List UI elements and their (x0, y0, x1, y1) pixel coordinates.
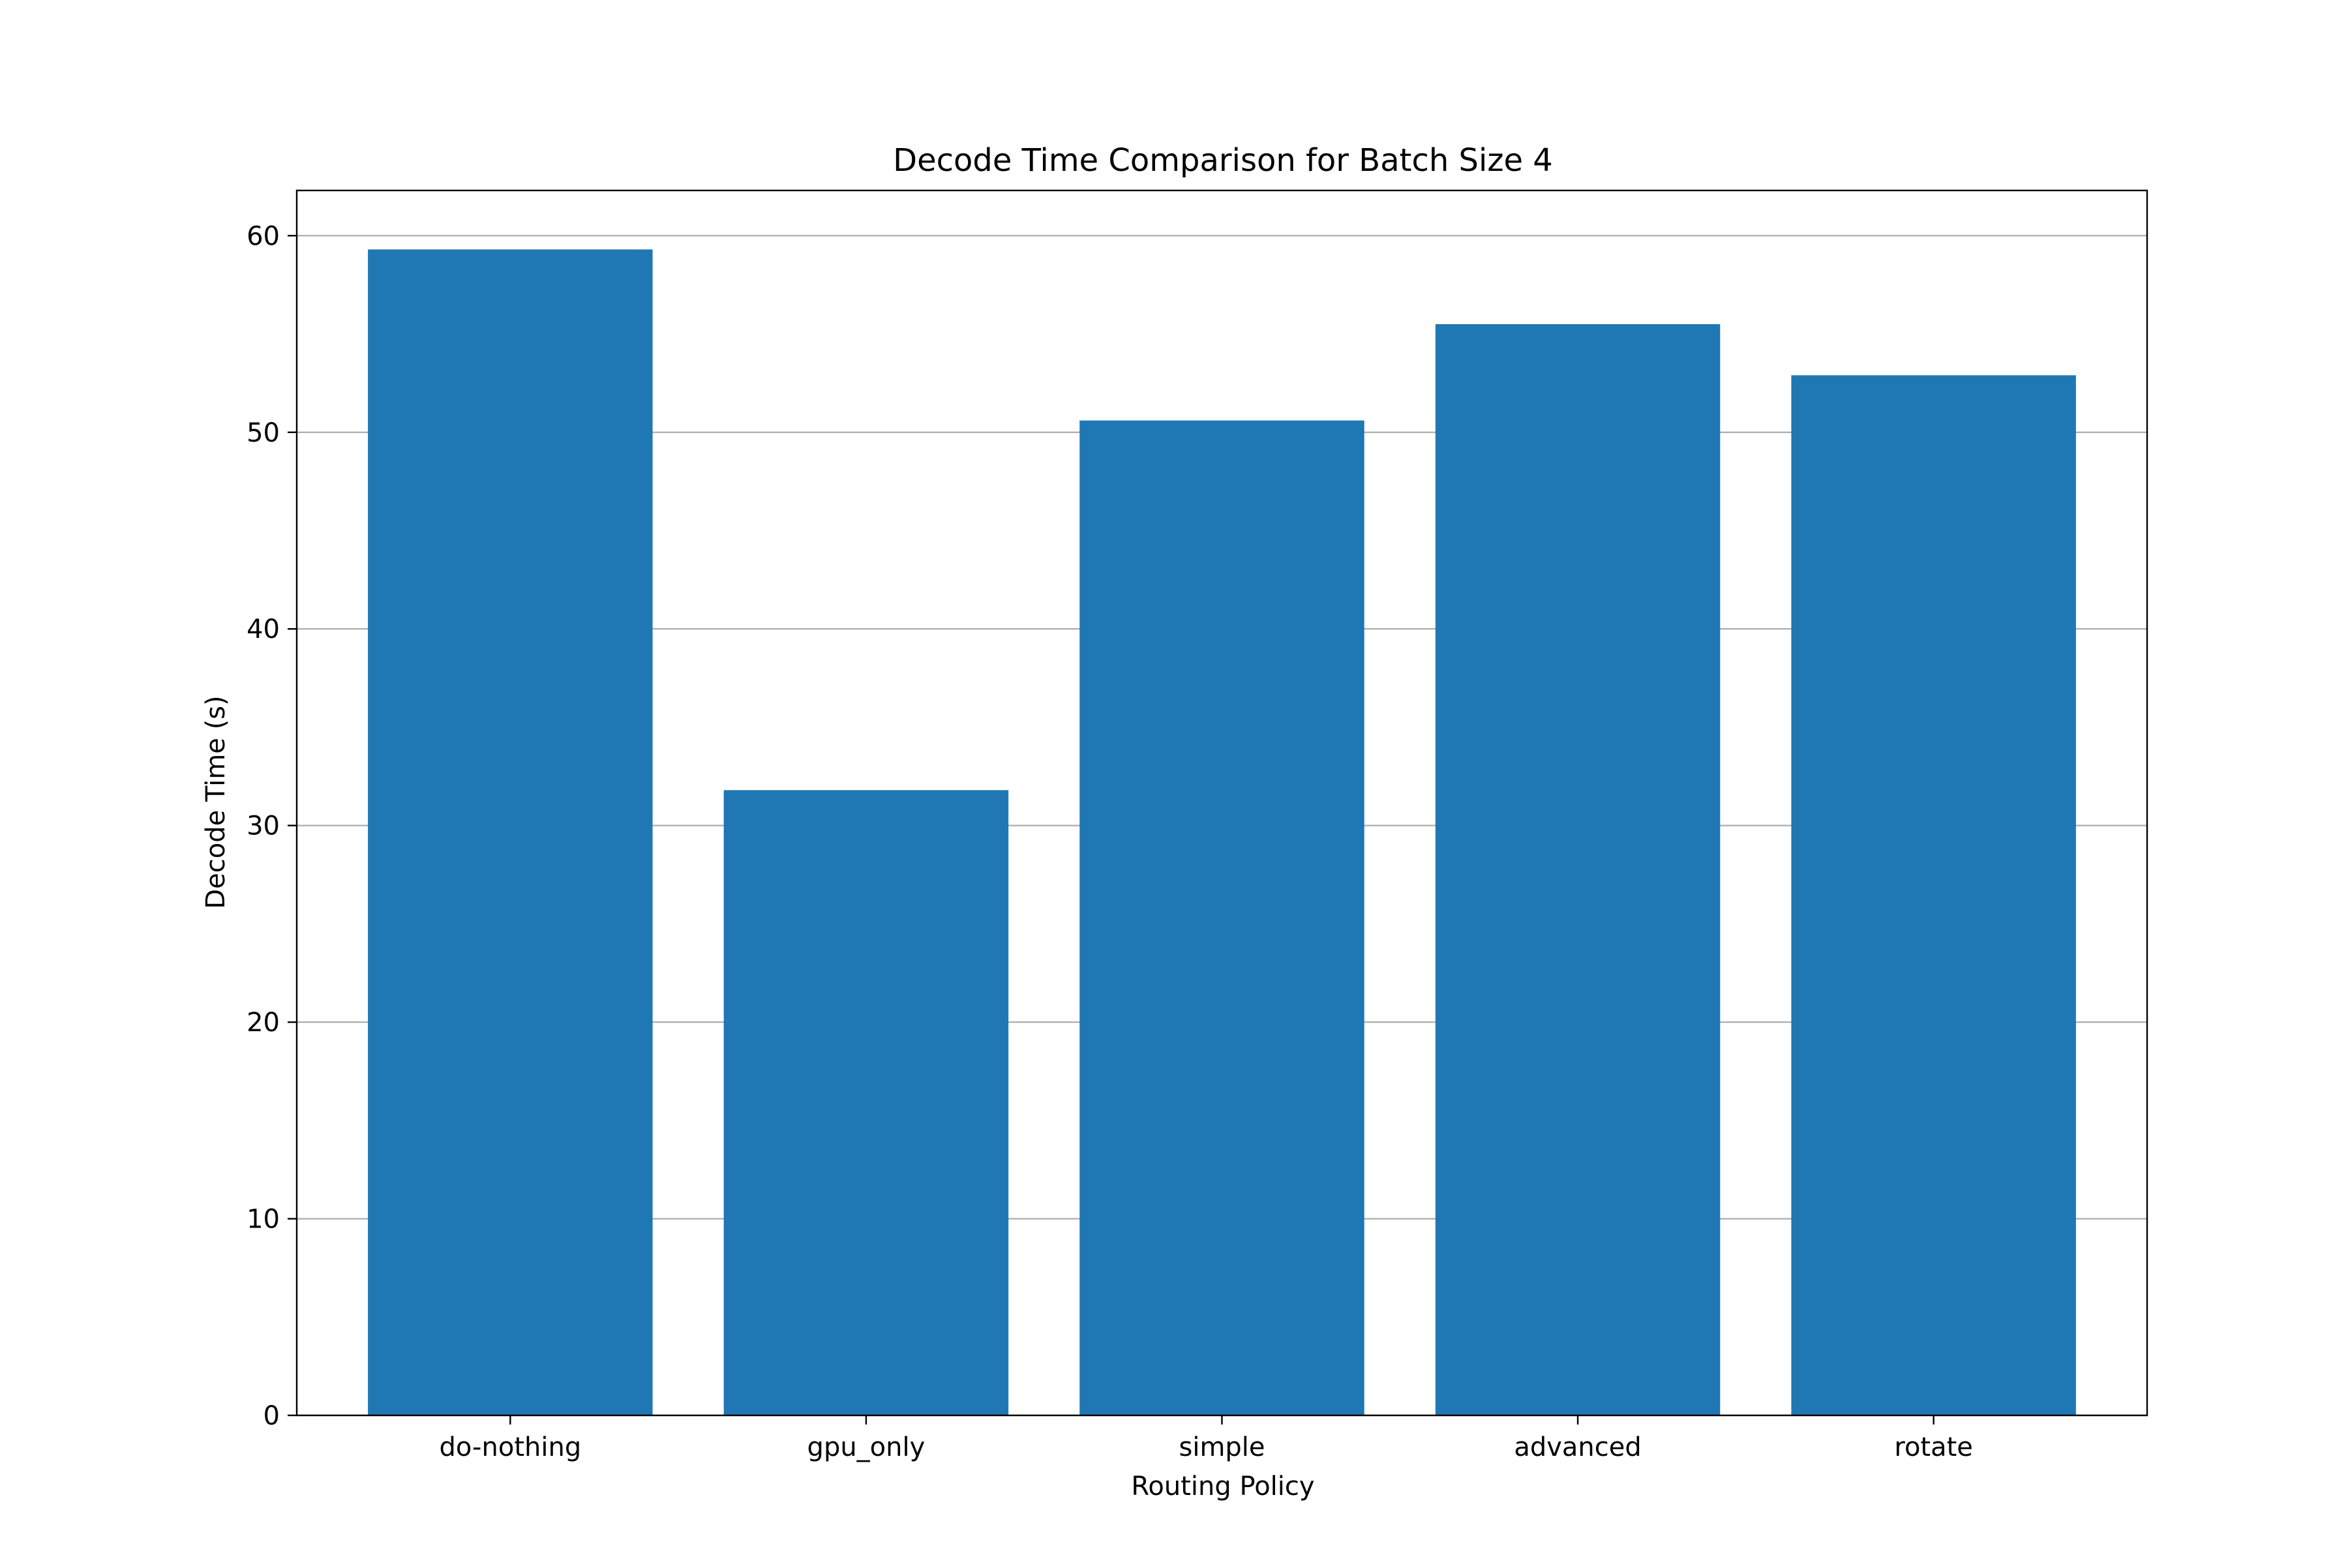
y-tick-label: 0 (263, 1401, 280, 1431)
x-axis-label: Routing Policy (1131, 1471, 1314, 1501)
x-axis-ticks: do-nothing gpu_only simple advanced rotate (439, 1415, 1973, 1462)
x-tick-label: simple (1179, 1432, 1265, 1462)
y-axis-label: Decode Time (s) (201, 695, 231, 909)
bar-advanced (1435, 324, 1721, 1416)
y-axis-ticks: 0 10 20 30 40 50 60 (247, 221, 297, 1431)
x-tick-label: gpu_only (807, 1432, 926, 1462)
chart-title: Decode Time Comparison for Batch Size 4 (893, 142, 1553, 179)
y-tick-label: 30 (247, 811, 280, 841)
x-tick-label: advanced (1514, 1432, 1641, 1462)
bar-gpu-only (723, 790, 1009, 1415)
y-tick-label: 20 (247, 1008, 280, 1038)
bar-do-nothing (368, 249, 653, 1416)
y-tick-label: 50 (247, 418, 280, 448)
x-tick-label: do-nothing (439, 1432, 581, 1462)
y-tick-label: 60 (247, 221, 280, 251)
x-tick-label: rotate (1894, 1432, 1973, 1462)
bar-simple (1079, 420, 1364, 1415)
y-tick-label: 40 (247, 614, 280, 644)
bar-rotate (1791, 375, 2076, 1416)
y-tick-label: 10 (247, 1205, 280, 1235)
bars (368, 249, 2076, 1416)
